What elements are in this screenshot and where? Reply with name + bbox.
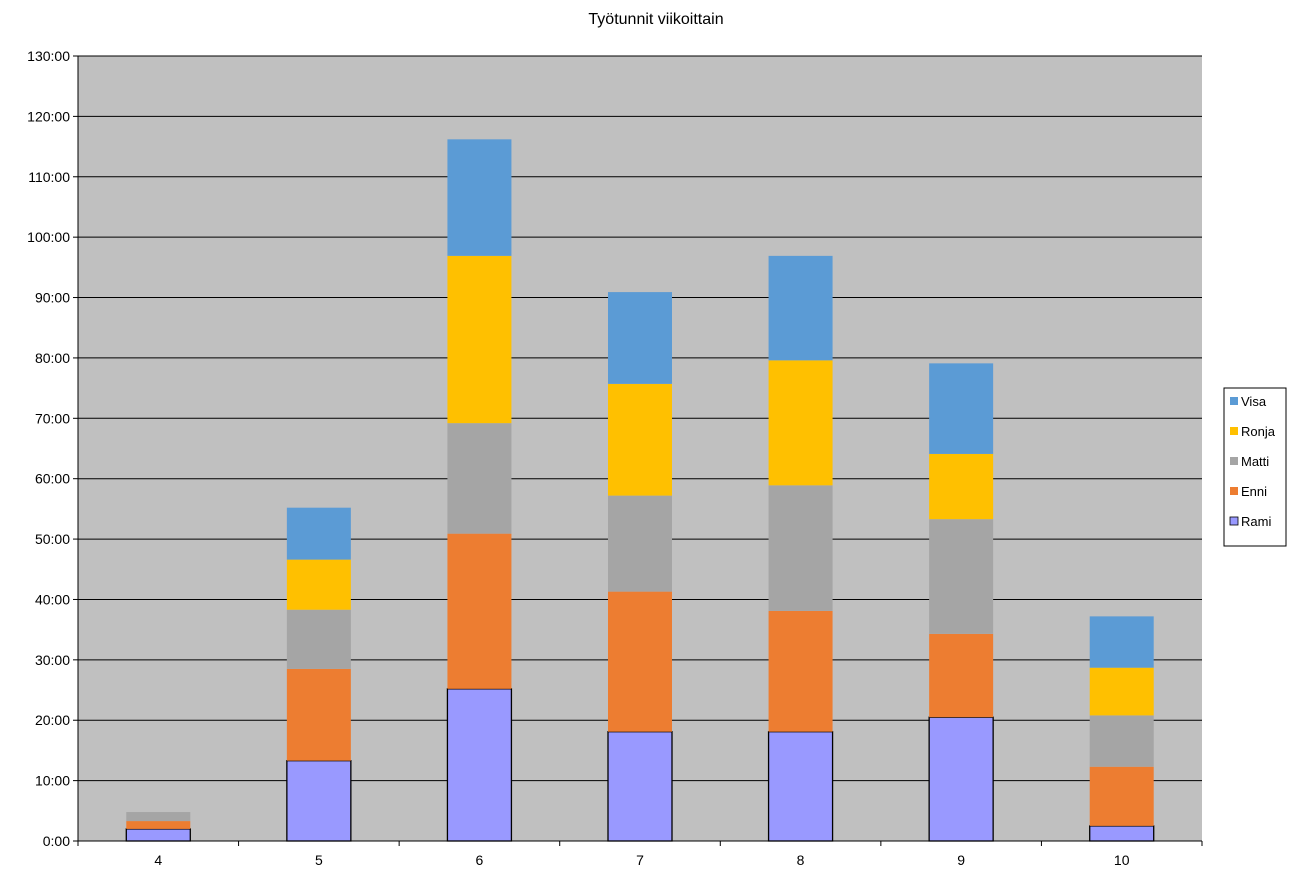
x-tick-label: 7 [636,852,644,868]
bar-segment-visa-week-5 [286,507,351,560]
y-tick-label: 80:00 [35,350,70,366]
legend-label-visa: Visa [1241,394,1267,409]
bar-segment-matti-week-10 [1089,715,1154,767]
y-tick-label: 70:00 [35,410,70,426]
x-axis-tick-labels: 4 5 6 7 8 9 10 [77,841,1203,868]
bar-segment-rami-week-6 [446,688,513,842]
chart-title: Työtunnit viikoittain [588,11,723,28]
legend-swatch-matti [1230,457,1238,465]
bar-segment-matti-week-9 [929,519,994,634]
legend-label-ronja: Ronja [1241,424,1276,439]
bar-segment-enni-week-6 [447,533,512,689]
y-tick-label: 40:00 [35,591,70,607]
bar-segment-visa-week-9 [929,363,994,454]
bar-segment-ronja-week-5 [286,559,351,610]
bar-segment-rami-week-10 [1089,825,1155,842]
x-tick-label: 9 [957,852,965,868]
bar-segment-visa-week-10 [1089,616,1154,668]
y-tick-label: 120:00 [27,108,70,124]
bar-segment-enni-week-8 [768,610,833,732]
x-tick-label: 6 [476,852,484,868]
x-tick-label: 5 [315,852,323,868]
bar-segment-ronja-week-10 [1089,667,1154,716]
bar-segment-matti-week-4 [126,812,191,822]
bar-segment-rami-week-4 [125,828,191,842]
bar-segment-ronja-week-9 [929,453,994,520]
y-tick-label: 130:00 [27,48,70,64]
bar-segment-ronja-week-8 [768,360,833,486]
bar-segment-matti-week-8 [768,485,833,611]
legend-label-enni: Enni [1241,484,1267,499]
bar-segment-ronja-week-7 [608,383,672,496]
bar-segment-matti-week-7 [608,495,672,592]
y-tick-label: 30:00 [35,652,70,668]
legend-swatch-rami [1229,516,1239,526]
y-tick-label: 110:00 [28,169,70,185]
y-tick-label: 10:00 [35,773,70,789]
x-tick-label: 8 [797,852,805,868]
legend-label-rami: Rami [1241,514,1271,529]
bar-segment-matti-week-5 [286,609,351,669]
y-tick-label: 90:00 [35,290,70,306]
bar-segment-rami-week-9 [928,716,994,842]
y-axis-tick-labels: 0:00 10:00 20:00 30:00 40:00 50:00 60:00 70:00 8… [27,48,78,849]
legend-swatch-ronja [1230,427,1238,435]
bar-segment-enni-week-7 [608,591,672,732]
y-tick-label: 60:00 [35,471,70,487]
bar-segment-ronja-week-6 [447,255,512,424]
bar-segment-enni-week-5 [286,668,351,761]
axes [77,56,1202,842]
bar-segment-enni-week-4 [126,821,191,829]
x-tick-label: 4 [154,852,162,868]
bars [125,139,1155,842]
y-tick-label: 0:00 [43,833,70,849]
x-tick-label: 10 [1114,852,1130,868]
legend: Visa Ronja Matti Enni Rami [1223,387,1287,547]
y-tick-label: 100:00 [27,229,70,245]
y-tick-label: 20:00 [35,712,70,728]
legend-swatch-enni [1230,487,1238,495]
bar-segment-enni-week-10 [1089,766,1154,826]
bar-segment-visa-week-7 [608,292,672,384]
bar-segment-matti-week-6 [447,423,512,534]
bar-segment-rami-week-7 [607,731,673,842]
bar-segment-visa-week-6 [447,139,512,256]
legend-label-matti: Matti [1241,454,1269,469]
y-tick-label: 50:00 [35,531,70,547]
bar-segment-rami-week-8 [767,731,834,842]
bar-segment-enni-week-9 [929,633,994,718]
legend-swatch-visa [1230,397,1238,405]
bar-segment-visa-week-8 [768,255,833,361]
bar-segment-rami-week-5 [286,760,352,842]
